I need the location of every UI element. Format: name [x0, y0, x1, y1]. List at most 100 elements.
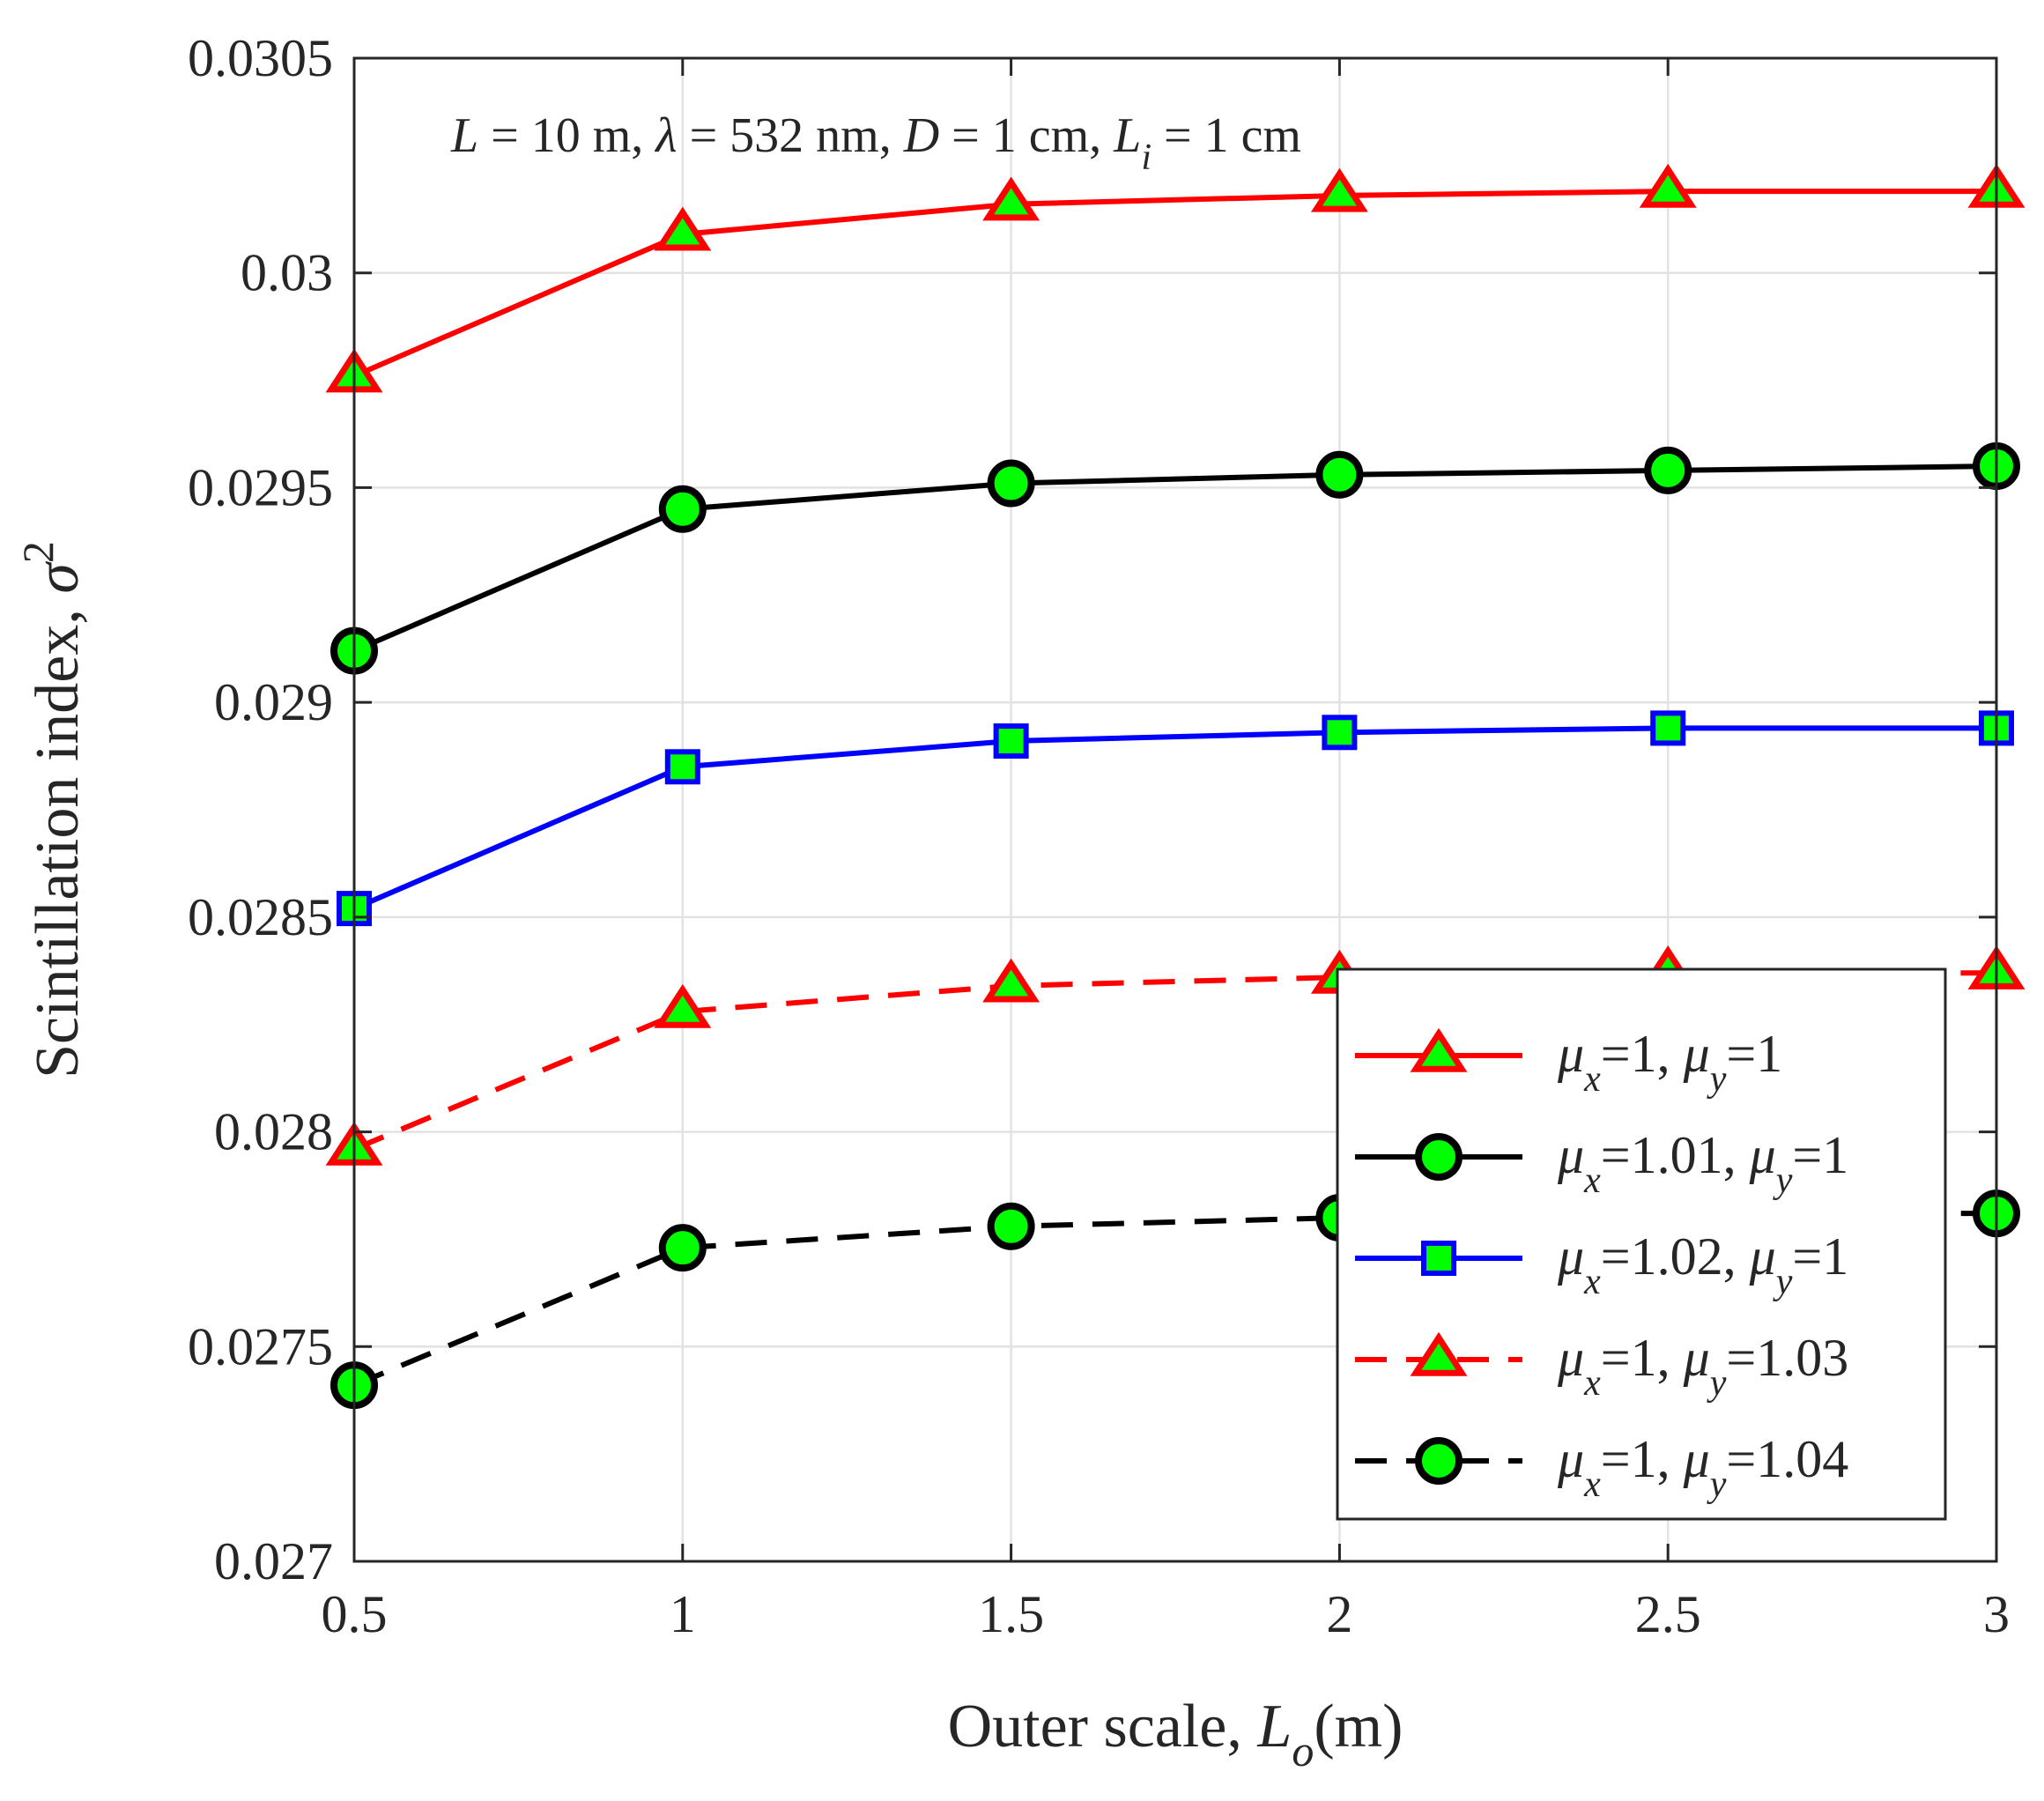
x-tick-label: 3 — [1983, 1585, 2010, 1643]
x-axis-title-subscript: o — [1292, 1726, 1314, 1775]
triangle-marker — [1639, 163, 1697, 208]
triangle-marker — [982, 176, 1041, 221]
y-tick-label: 0.0285 — [188, 888, 333, 946]
legend-label-part: μ — [1557, 1329, 1584, 1387]
annotation-li-value: = 1 cm — [1152, 108, 1301, 163]
legend-label-part: μ — [1557, 1025, 1584, 1083]
series-line — [352, 725, 1996, 911]
circle-marker — [1415, 1437, 1463, 1485]
legend-label-part: μ — [1557, 1126, 1584, 1184]
legend-label-part: x — [1583, 1363, 1601, 1404]
legend-label-part: =1.04 — [1726, 1430, 1848, 1488]
series-3 — [337, 710, 2014, 927]
circle-marker — [658, 1224, 707, 1272]
square-marker — [1421, 1241, 1456, 1276]
square-marker — [1322, 715, 1358, 751]
y-tick-label: 0.03 — [241, 244, 333, 302]
legend-label-part: μ — [1557, 1430, 1584, 1488]
ticks: 0.5 1 1.5 2 2.5 3 0.027 0.0275 0.028 0.0285 0.029 0… — [188, 29, 2010, 1643]
x-axis-title-prefix: Outer scale, — [948, 1693, 1258, 1760]
axes-box — [352, 56, 1998, 1563]
legend-label-part: =1, — [1601, 1329, 1684, 1387]
legend-label: μx=1.02, μy=1 — [1557, 1227, 1848, 1302]
x-tick-label: 1.5 — [978, 1585, 1044, 1643]
triangle-marker — [1310, 167, 1368, 212]
x-tick-label: 0.5 — [322, 1585, 388, 1643]
triangle-marker — [982, 958, 1041, 1003]
triangle-marker — [1410, 1027, 1468, 1072]
circle-marker — [987, 459, 1035, 508]
annotation-li-symbol: L — [1113, 108, 1141, 163]
annotation-li-subscript: i — [1141, 137, 1152, 178]
legend-label-part: μ — [1749, 1227, 1776, 1286]
x-tick-label: 2.5 — [1635, 1585, 1701, 1643]
annotation-lambda-symbol: λ — [654, 108, 677, 163]
circle-marker — [658, 485, 707, 533]
triangle-marker — [654, 983, 712, 1028]
y-tick-label: 0.028 — [214, 1103, 333, 1161]
annotation-d-symbol: D — [903, 108, 939, 163]
legend-label: μx=1, μy=1.03 — [1557, 1329, 1848, 1404]
legend-label-part: =1, — [1601, 1025, 1684, 1083]
x-axis-title: Outer scale, Lo(m) — [948, 1693, 1403, 1775]
annotation-d-value: = 1 cm, — [939, 108, 1114, 163]
y-tick-label: 0.0305 — [188, 29, 333, 87]
legend-label-part: x — [1583, 1059, 1601, 1100]
circle-marker — [1415, 1133, 1463, 1181]
legend-label-part: =1 — [1792, 1227, 1848, 1286]
legend-label-part: μ — [1683, 1329, 1710, 1387]
legend-label-part: μ — [1683, 1430, 1710, 1488]
legend-label-part: μ — [1749, 1126, 1776, 1184]
x-tick-label: 2 — [1326, 1585, 1352, 1643]
series-1 — [325, 163, 2025, 393]
legend-label: μx=1.01, μy=1 — [1557, 1126, 1848, 1201]
y-tick-label: 0.0295 — [188, 458, 333, 516]
annotation-lambda-value: = 532 nm, — [678, 108, 904, 163]
series-line — [352, 463, 1997, 654]
y-axis-title-superscript: 2 — [13, 541, 63, 563]
y-axis-title: Scintillation index, σ2 — [13, 541, 92, 1078]
legend-label-part: =1.03 — [1726, 1329, 1848, 1387]
legend-label: μx=1, μy=1 — [1557, 1025, 1782, 1100]
triangle-marker — [1410, 1331, 1468, 1376]
circle-marker — [987, 1202, 1035, 1250]
y-axis-title-prefix: Scintillation index, — [24, 594, 92, 1078]
legend-label-part: y — [1773, 1262, 1793, 1302]
y-axis-title-symbol: σ — [24, 561, 92, 594]
circle-marker — [1315, 450, 1364, 499]
legend-label-part: =1.01, — [1601, 1126, 1750, 1184]
legend: μx=1, μy=1μx=1.01, μy=1μx=1.02, μy=1μx=1… — [1336, 967, 1947, 1521]
square-marker — [993, 723, 1029, 760]
x-axis-title-symbol: L — [1256, 1693, 1292, 1760]
annotation-l-value: = 10 m, — [478, 108, 655, 163]
circle-marker — [1644, 446, 1692, 494]
y-tick-label: 0.0275 — [188, 1317, 333, 1375]
legend-label-part: μ — [1683, 1025, 1710, 1083]
legend-label-part: y — [1707, 1464, 1727, 1505]
legend-entry: μx=1.01, μy=1 — [1355, 1126, 1848, 1201]
legend-entry: μx=1, μy=1 — [1355, 1025, 1782, 1100]
legend-label-part: y — [1773, 1160, 1793, 1201]
legend-entry: μx=1, μy=1.04 — [1355, 1430, 1848, 1505]
legend-label-part: =1 — [1726, 1025, 1782, 1083]
legend-label-part: =1.02, — [1601, 1227, 1750, 1286]
legend-label-part: y — [1707, 1363, 1727, 1404]
x-axis-title-suffix: (m) — [1314, 1693, 1403, 1760]
series-2 — [330, 442, 2020, 675]
legend-label: μx=1, μy=1.04 — [1557, 1430, 1848, 1505]
legend-label-part: x — [1583, 1262, 1601, 1302]
legend-label-part: =1, — [1601, 1430, 1684, 1488]
legend-label-part: y — [1707, 1059, 1727, 1100]
legend-entry: μx=1, μy=1.03 — [1355, 1329, 1848, 1404]
square-marker — [664, 749, 700, 785]
y-tick-label: 0.027 — [214, 1532, 333, 1590]
square-marker — [1650, 710, 1686, 746]
triangle-marker — [654, 206, 712, 251]
annotation-l-symbol: L — [450, 108, 478, 163]
legend-label-part: x — [1583, 1464, 1601, 1505]
x-tick-label: 1 — [670, 1585, 696, 1643]
y-tick-label: 0.029 — [214, 673, 333, 731]
legend-label-part: x — [1583, 1160, 1601, 1201]
series-line — [352, 189, 1996, 379]
